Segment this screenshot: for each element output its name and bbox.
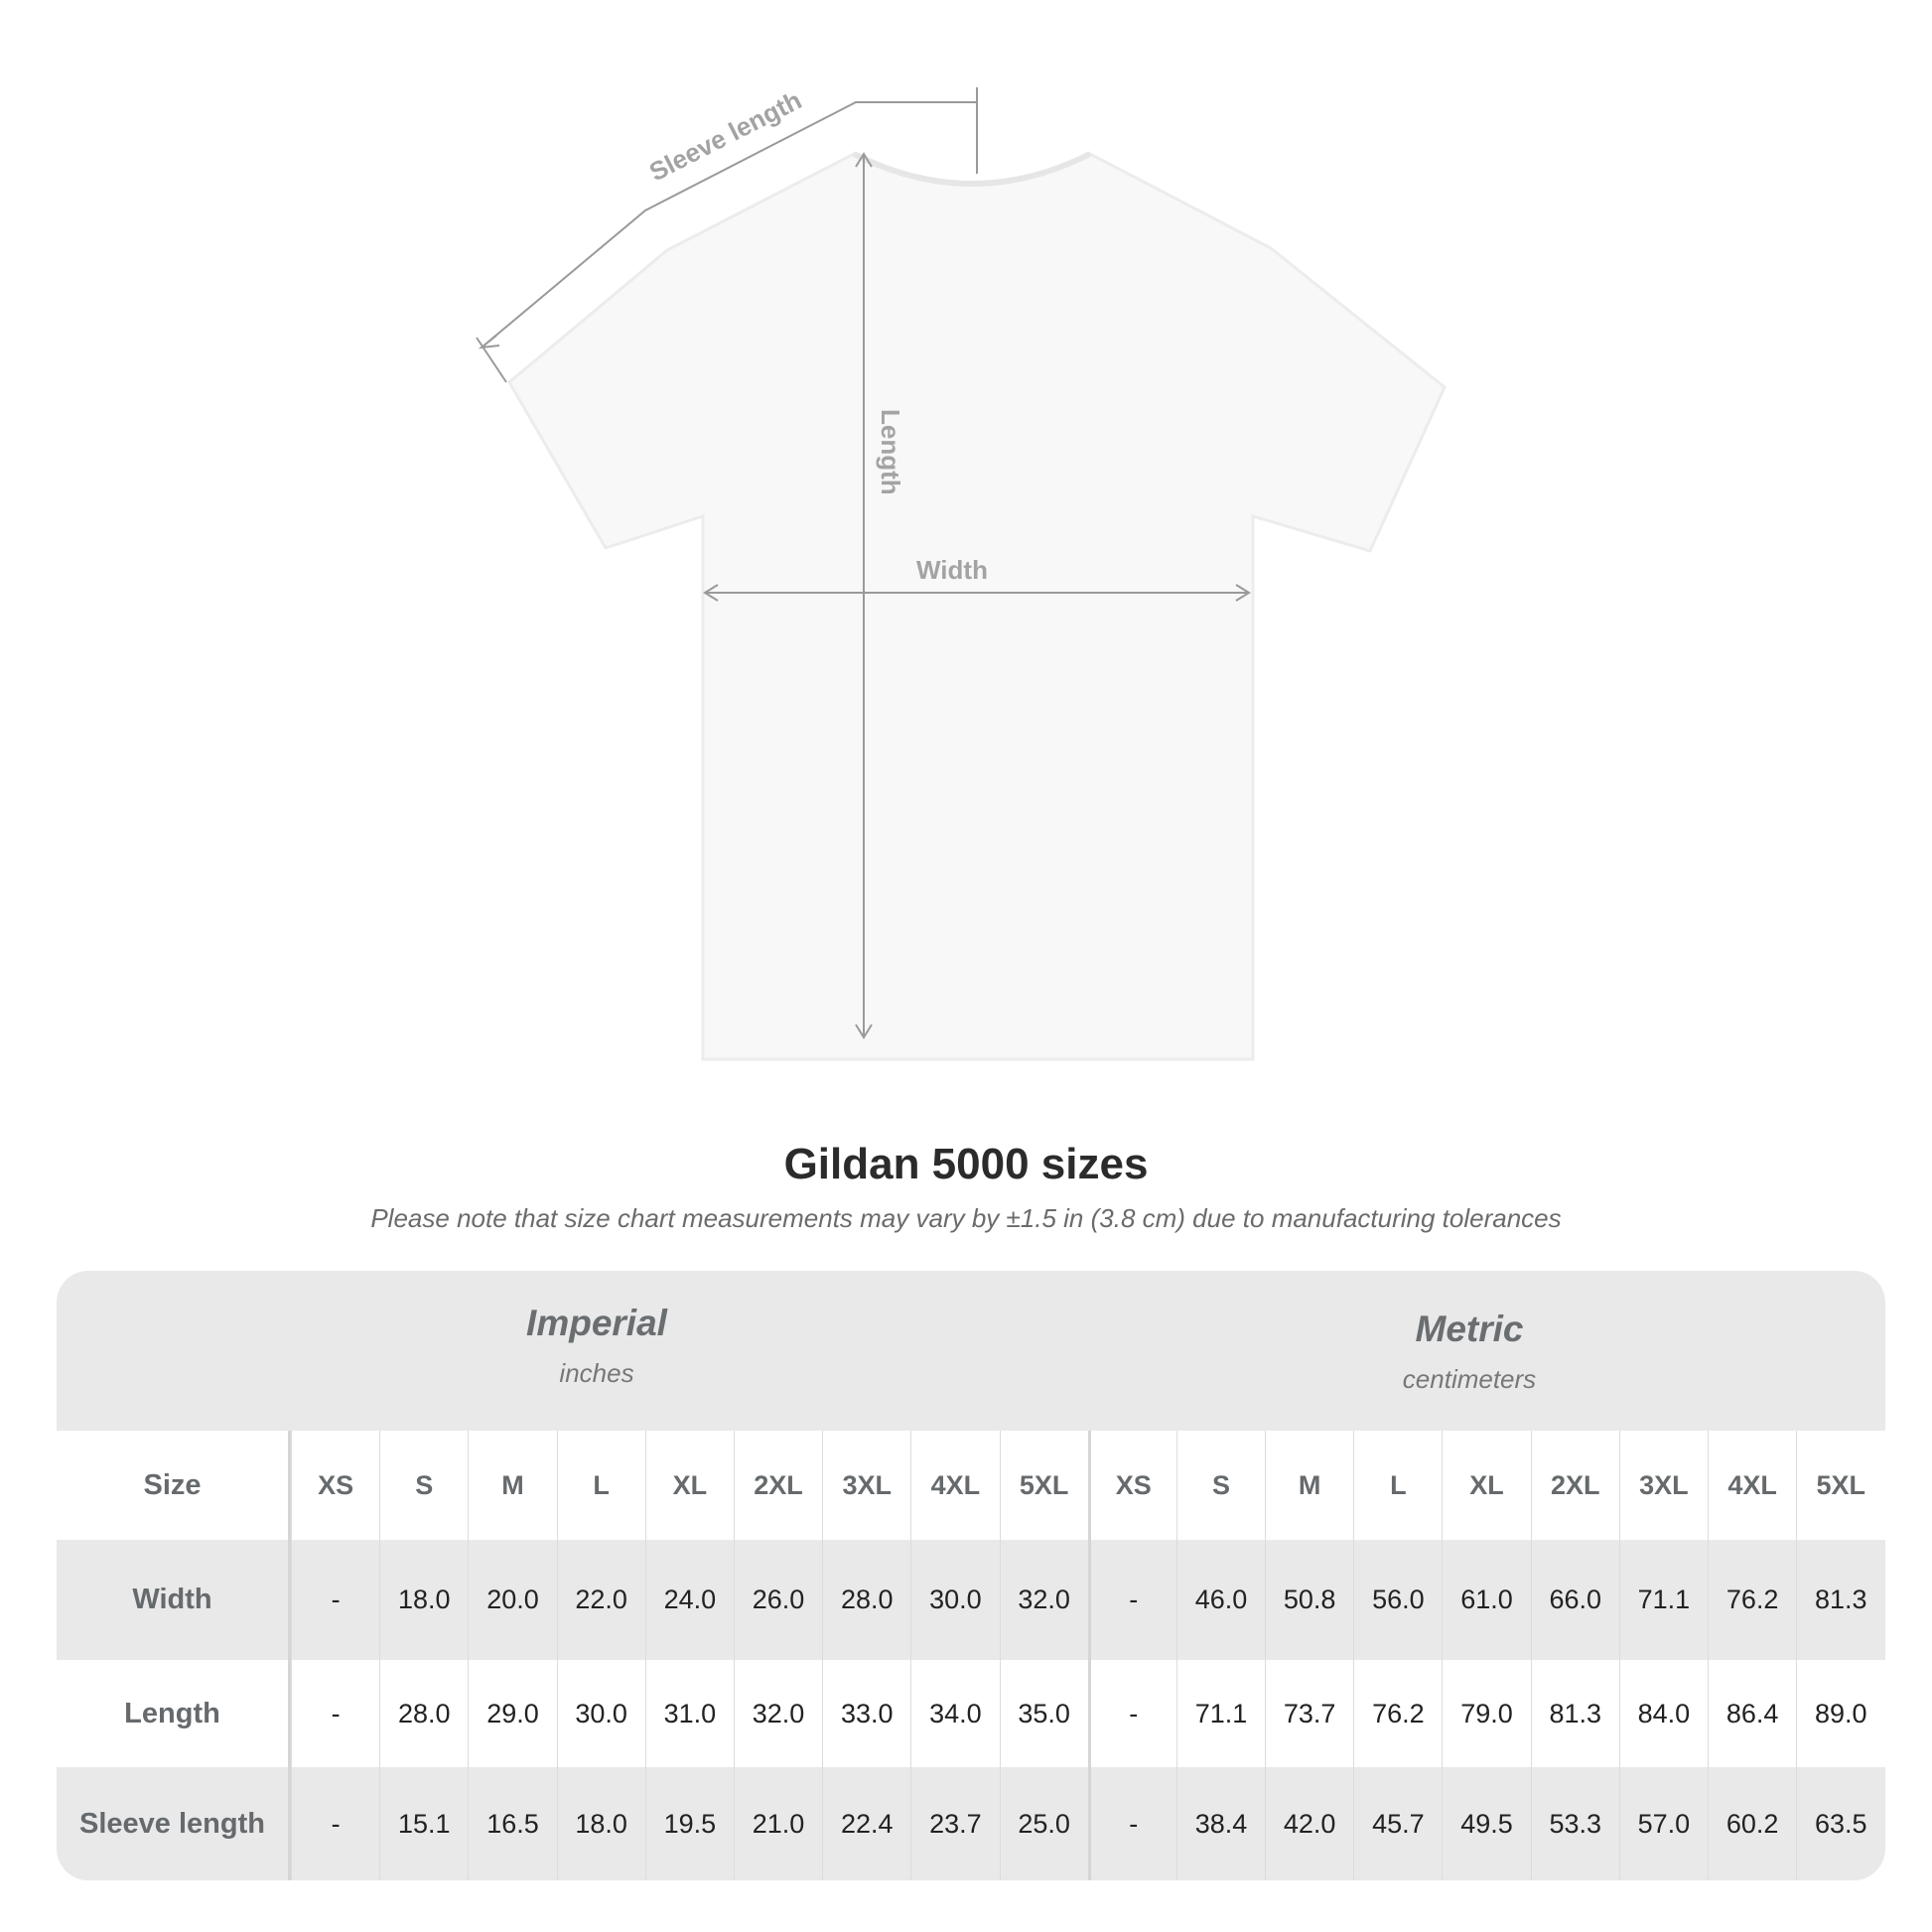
value-cell-imperial: 22.4 <box>822 1767 910 1880</box>
value-cell-metric: 76.2 <box>1353 1660 1442 1767</box>
value-cell-metric: 63.5 <box>1796 1767 1884 1880</box>
value-cell-imperial: 22.0 <box>556 1540 645 1660</box>
size-header-metric: 5XL <box>1796 1431 1884 1540</box>
value-cell-imperial: 16.5 <box>468 1767 556 1880</box>
row-label: Width <box>57 1540 291 1660</box>
value-cell-imperial: 23.7 <box>910 1767 999 1880</box>
size-header-metric: 2XL <box>1530 1431 1619 1540</box>
size-header-metric: M <box>1265 1431 1353 1540</box>
imperial-title: Imperial <box>526 1303 667 1343</box>
measure-lines <box>476 87 1251 1039</box>
size-header-metric: 4XL <box>1708 1431 1796 1540</box>
value-cell-metric: 38.4 <box>1175 1767 1265 1880</box>
size-table: Imperial inches Metric centimeters Size X… <box>57 1271 1885 1880</box>
value-cell-metric: 79.0 <box>1442 1660 1530 1767</box>
size-header-metric: L <box>1353 1431 1442 1540</box>
value-cell-imperial: - <box>291 1767 379 1880</box>
size-header-imperial: 2XL <box>733 1431 822 1540</box>
value-cell-imperial: 21.0 <box>733 1767 822 1880</box>
value-cell-imperial: 33.0 <box>822 1660 910 1767</box>
value-cell-metric: 84.0 <box>1618 1660 1708 1767</box>
value-cell-metric: 49.5 <box>1442 1767 1530 1880</box>
value-cell-metric: 42.0 <box>1265 1767 1353 1880</box>
value-cell-metric: 50.8 <box>1265 1540 1353 1660</box>
value-cell-metric: 81.3 <box>1530 1660 1619 1767</box>
size-header-imperial: 3XL <box>822 1431 910 1540</box>
value-cell-imperial: 15.1 <box>379 1767 468 1880</box>
width-label: Width <box>916 555 988 585</box>
size-header-imperial: 5XL <box>999 1431 1088 1540</box>
tshirt-diagram: Sleeve length Length Width <box>476 85 1447 1061</box>
value-cell-imperial: 18.0 <box>379 1540 468 1660</box>
size-header-imperial: S <box>379 1431 468 1540</box>
value-cell-imperial: 31.0 <box>644 1660 734 1767</box>
value-cell-metric: - <box>1087 1540 1176 1660</box>
value-cell-metric: 89.0 <box>1796 1660 1884 1767</box>
value-cell-metric: 66.0 <box>1530 1540 1619 1660</box>
value-cell-imperial: 25.0 <box>999 1767 1088 1880</box>
length-label: Length <box>876 409 905 495</box>
size-header-metric: S <box>1175 1431 1265 1540</box>
size-header-imperial: 4XL <box>910 1431 999 1540</box>
row-label: Size <box>57 1431 291 1540</box>
tshirt-shape <box>507 152 1447 1061</box>
value-cell-metric: 60.2 <box>1708 1767 1796 1880</box>
tolerance-note: Please note that size chart measurements… <box>370 1203 1562 1233</box>
value-cell-metric: 61.0 <box>1442 1540 1530 1660</box>
value-cell-metric: 73.7 <box>1265 1660 1353 1767</box>
value-cell-imperial: - <box>291 1540 379 1660</box>
value-cell-imperial: 24.0 <box>644 1540 734 1660</box>
value-cell-metric: 86.4 <box>1708 1660 1796 1767</box>
size-header-metric: XL <box>1442 1431 1530 1540</box>
row-label: Length <box>57 1660 291 1767</box>
size-header-row: Size XS S M L XL 2XL 3XL 4XL 5XL XS S M L XL 2XL 3XL 4XL 5… <box>57 1431 1885 1540</box>
sleeve-length-label: Sleeve length <box>644 85 806 188</box>
value-cell-imperial: - <box>291 1660 379 1767</box>
size-header-metric: 3XL <box>1618 1431 1708 1540</box>
metric-unit: centimeters <box>1402 1364 1537 1394</box>
value-cell-imperial: 35.0 <box>999 1660 1088 1767</box>
value-cell-metric: - <box>1087 1767 1176 1880</box>
size-header-imperial: XS <box>291 1431 379 1540</box>
value-cell-metric: 53.3 <box>1530 1767 1619 1880</box>
value-cell-metric: 81.3 <box>1796 1540 1884 1660</box>
value-cell-imperial: 18.0 <box>556 1767 645 1880</box>
value-cell-imperial: 28.0 <box>379 1660 468 1767</box>
imperial-unit: inches <box>559 1358 634 1388</box>
value-cell-imperial: 32.0 <box>999 1540 1088 1660</box>
value-cell-metric: 71.1 <box>1175 1660 1265 1767</box>
value-cell-metric: 56.0 <box>1353 1540 1442 1660</box>
value-cell-imperial: 32.0 <box>733 1660 822 1767</box>
table-row: Width -18.0 20.0 22.0 24.0 26.0 28.0 30.0 32.0-4… <box>57 1540 1885 1660</box>
metric-header: Metric centimeters <box>1122 1309 1817 1395</box>
unit-header-band: Imperial inches Metric centimeters <box>57 1271 1885 1431</box>
size-header-imperial: M <box>468 1431 556 1540</box>
value-cell-metric: 45.7 <box>1353 1767 1442 1880</box>
metric-title: Metric <box>1415 1309 1524 1349</box>
value-cell-imperial: 30.0 <box>556 1660 645 1767</box>
value-cell-metric: - <box>1087 1660 1176 1767</box>
value-cell-imperial: 29.0 <box>468 1660 556 1767</box>
size-header-metric: XS <box>1087 1431 1176 1540</box>
value-cell-imperial: 19.5 <box>644 1767 734 1880</box>
value-cell-imperial: 30.0 <box>910 1540 999 1660</box>
value-cell-metric: 76.2 <box>1708 1540 1796 1660</box>
value-cell-imperial: 20.0 <box>468 1540 556 1660</box>
table-row: Sleeve length -15.1 16.5 18.0 19.5 21.0 22.4 23… <box>57 1767 1885 1880</box>
table-row: Length -28.0 29.0 30.0 31.0 32.0 33.0 34.0 35.0-… <box>57 1660 1885 1767</box>
value-cell-metric: 57.0 <box>1618 1767 1708 1880</box>
value-cell-metric: 71.1 <box>1618 1540 1708 1660</box>
value-cell-imperial: 28.0 <box>822 1540 910 1660</box>
imperial-header: Imperial inches <box>249 1303 944 1389</box>
size-header-imperial: XL <box>644 1431 734 1540</box>
row-label: Sleeve length <box>57 1767 291 1880</box>
value-cell-imperial: 34.0 <box>910 1660 999 1767</box>
value-cell-metric: 46.0 <box>1175 1540 1265 1660</box>
size-header-imperial: L <box>556 1431 645 1540</box>
chart-title: Gildan 5000 sizes <box>783 1140 1149 1188</box>
value-cell-imperial: 26.0 <box>733 1540 822 1660</box>
